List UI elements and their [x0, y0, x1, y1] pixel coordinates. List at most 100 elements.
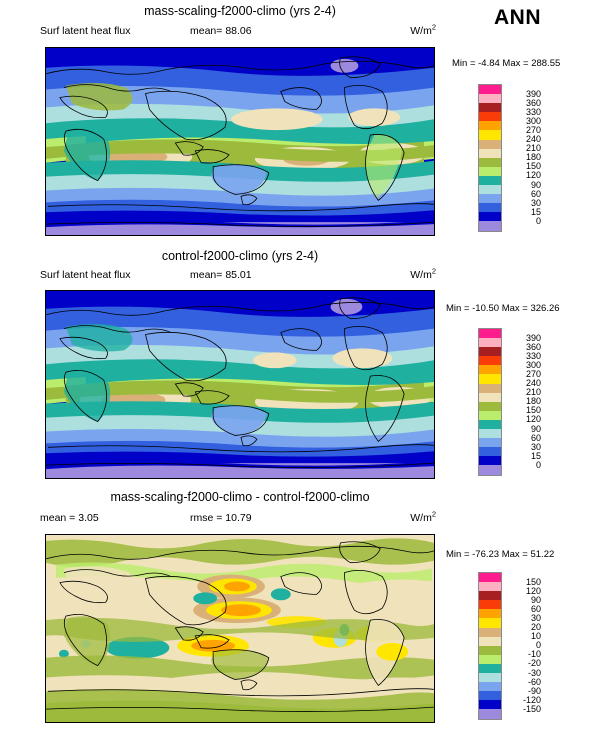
colorbar-tick-labels: 150 120 90 60 30 20 10 0 -10 -20 -30 -60…: [507, 573, 541, 719]
colorbar-swatch: [479, 148, 501, 158]
colorbar-panel-3[interactable]: 150 120 90 60 30 20 10 0 -10 -20 -30 -60…: [478, 572, 541, 720]
rmse-value-label: rmse = 10.79: [190, 512, 252, 524]
colorbar-swatch: [479, 429, 501, 439]
colorbar-swatch: [479, 401, 501, 411]
colorbar-tick: 210: [525, 143, 541, 154]
map-image: [46, 48, 434, 235]
colorbar-tick: 360: [525, 97, 541, 108]
colorbar-tick: 120: [525, 170, 541, 181]
colorbar-tick: 300: [525, 359, 541, 370]
colorbar-tick: -120: [522, 694, 541, 705]
units-label: W/m2: [410, 509, 436, 524]
colorbar-swatch: [479, 682, 501, 692]
colorbar-tick: 270: [525, 124, 541, 135]
map-difference[interactable]: [45, 534, 435, 723]
colorbar-swatch: [479, 573, 501, 583]
colorbar-swatch: [479, 121, 501, 131]
map-control[interactable]: [45, 290, 435, 479]
units-exponent: 2: [431, 266, 436, 276]
colorbar-swatch: [479, 709, 501, 719]
units-exponent: 2: [431, 22, 436, 32]
panel-title: mass-scaling-f2000-climo (yrs 2-4): [144, 4, 336, 18]
colorbar-swatch: [479, 410, 501, 420]
colorbar-swatch: [479, 591, 501, 601]
colorbar-swatch: [479, 645, 501, 655]
colorbar-swatch: [479, 130, 501, 140]
colorbar-tick: -10: [527, 649, 541, 660]
colorbar-swatch: [479, 221, 501, 231]
colorbar-tick: 15: [530, 450, 541, 461]
colorbar-tick: 30: [530, 197, 541, 208]
panel-stats-row: mean = 3.05 rmse = 10.79 W/m2: [40, 509, 436, 525]
colorbar-swatch: [479, 139, 501, 149]
units-exponent: 2: [431, 509, 436, 519]
colorbar-swatch: [479, 347, 501, 357]
colorbar-tick: 150: [525, 405, 541, 416]
colorbar-tick: 360: [525, 341, 541, 352]
colorbar-tick: -30: [527, 667, 541, 678]
season-label: ANN: [494, 6, 541, 29]
colorbar-swatch: [479, 157, 501, 167]
minmax-label: Min = -76.23 Max = 51.22: [446, 549, 555, 560]
colorbar-swatch: [479, 374, 501, 384]
colorbar-panel-1[interactable]: 390 360 330 300 270 240 210 180 150 120 …: [478, 84, 541, 232]
colorbar-tick: -60: [527, 676, 541, 687]
colorbar-swatch: [479, 654, 501, 664]
panel-title: control-f2000-climo (yrs 2-4): [161, 249, 319, 263]
colorbar-swatch: [479, 438, 501, 448]
colorbar-tick: 240: [525, 134, 541, 144]
colorbar-swatch: [479, 609, 501, 619]
colorbar-swatch: [479, 673, 501, 683]
colorbar-swatch: [479, 103, 501, 113]
colorbar-tick: 390: [525, 88, 541, 99]
colorbar-tick: 150: [525, 576, 541, 587]
colorbar-swatch: [479, 329, 501, 339]
colorbar-tick: 60: [530, 603, 541, 614]
minmax-label: Min = -10.50 Max = 326.26: [446, 303, 560, 314]
colorbar-swatch: [479, 203, 501, 213]
colorbar-tick: 330: [525, 350, 541, 361]
units-label: W/m2: [410, 22, 436, 37]
map-image: [46, 291, 434, 478]
colorbar-tick: 120: [525, 414, 541, 425]
variable-label: Surf latent heat flux: [40, 25, 131, 37]
colorbar-swatch: [479, 338, 501, 348]
colorbar-panel-2[interactable]: 390 360 330 300 270 240 210 180 150 120 …: [478, 328, 541, 476]
colorbar-tick: -150: [522, 703, 541, 714]
colorbar-swatch: [479, 383, 501, 393]
panel-title: mass-scaling-f2000-climo - control-f2000…: [110, 490, 370, 504]
colorbar-swatch: [479, 175, 501, 186]
map-mass-scaling[interactable]: [45, 47, 435, 236]
colorbar-tick: -90: [527, 685, 541, 696]
colorbar-swatch: [479, 627, 501, 637]
colorbar-swatch: [479, 166, 501, 176]
colorbar-tick: -20: [527, 658, 541, 669]
colorbar-swatch: [479, 365, 501, 375]
colorbar-tick: 90: [530, 179, 541, 190]
colorbar-swatch: [479, 419, 501, 430]
colorbar-tick: 180: [525, 396, 541, 407]
minmax-label: Min = -4.84 Max = 288.55: [452, 58, 561, 69]
colorbar-tick: 90: [530, 423, 541, 434]
colorbar-tick: 210: [525, 387, 541, 398]
colorbar-tick: 0: [535, 459, 541, 470]
colorbar-swatch: [479, 663, 501, 674]
colorbar-swatch: [479, 356, 501, 366]
colorbar-tick: 240: [525, 378, 541, 388]
colorbar-tick-labels: 390 360 330 300 270 240 210 180 150 120 …: [507, 85, 541, 231]
colorbar-swatch: [479, 456, 501, 466]
colorbar-swatch: [479, 447, 501, 457]
colorbar-swatch: [479, 600, 501, 610]
colorbar-tick: 60: [530, 432, 541, 443]
colorbar-swatch: [479, 700, 501, 710]
colorbar-swatch: [479, 112, 501, 122]
colorbar-tick: 150: [525, 161, 541, 172]
colorbar-tick: 30: [530, 441, 541, 452]
map-image: [46, 535, 434, 722]
colorbar-tick: 0: [535, 640, 541, 651]
colorbar-swatch: [479, 194, 501, 204]
colorbar-tick: 15: [530, 206, 541, 217]
colorbar-swatch: [479, 582, 501, 592]
colorbar-tick: 20: [530, 622, 541, 632]
colorbar-swatch: [479, 618, 501, 628]
